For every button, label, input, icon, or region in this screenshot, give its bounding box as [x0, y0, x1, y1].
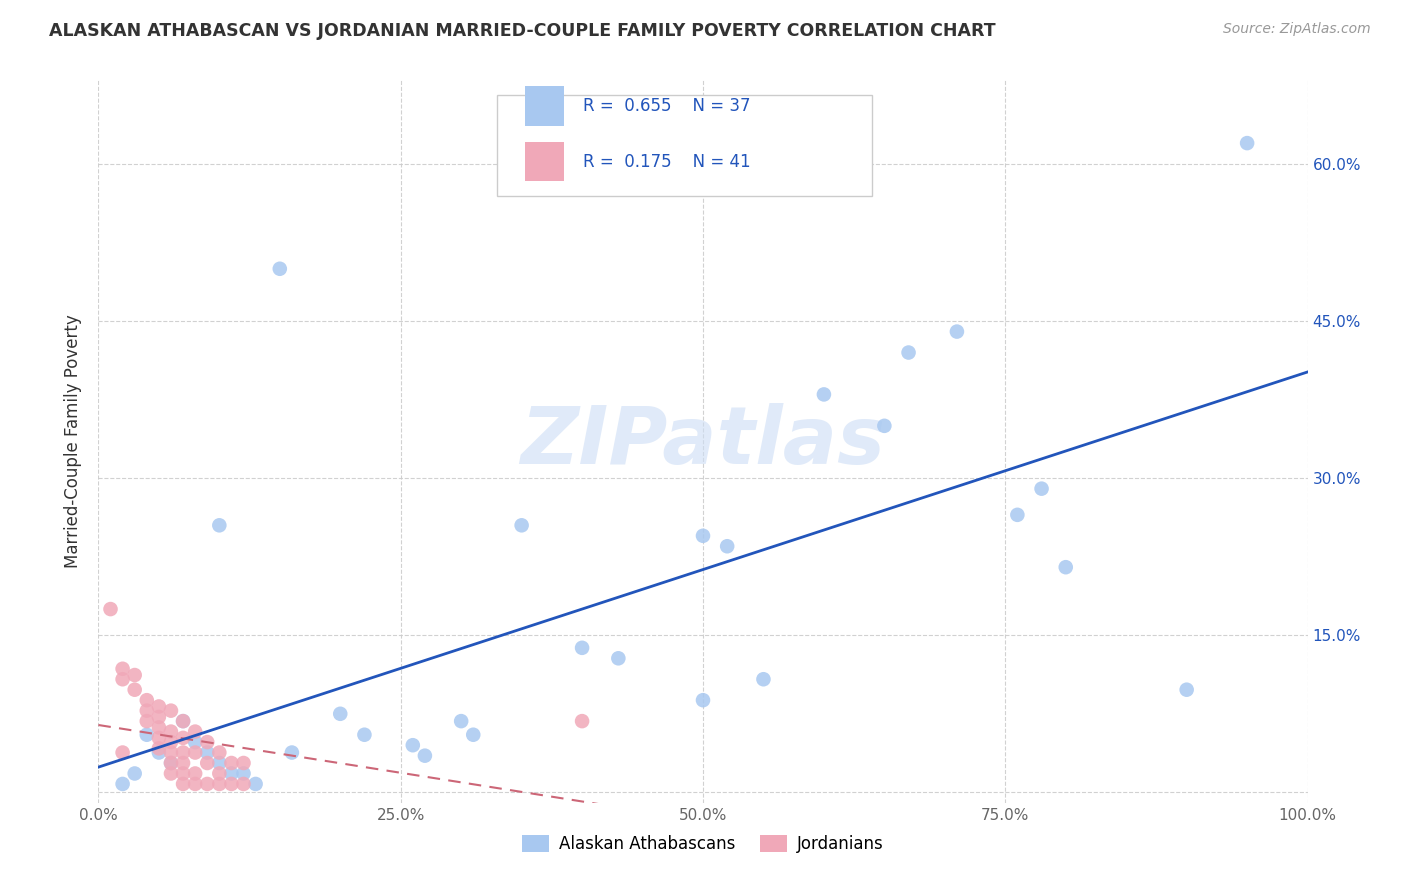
Point	[1054, 560, 1077, 574]
Point	[269, 261, 291, 276]
Point	[135, 728, 157, 742]
Point	[135, 693, 157, 707]
Point	[184, 766, 207, 780]
Point	[160, 724, 183, 739]
Point	[100, 602, 122, 616]
Point	[172, 714, 194, 728]
Point	[160, 746, 183, 760]
Point	[160, 735, 183, 749]
Point	[221, 756, 243, 770]
Point	[208, 518, 231, 533]
Point	[124, 766, 146, 780]
Point	[160, 766, 183, 780]
Point	[148, 731, 170, 745]
Point	[111, 746, 134, 760]
Point	[148, 710, 170, 724]
Point	[402, 738, 425, 752]
Point	[946, 325, 969, 339]
Point	[232, 766, 254, 780]
Point	[232, 777, 254, 791]
Point	[184, 746, 207, 760]
Point	[160, 704, 183, 718]
Point	[245, 777, 267, 791]
Point	[329, 706, 352, 721]
Point	[148, 699, 170, 714]
Point	[281, 746, 304, 760]
Point	[195, 735, 218, 749]
Point	[160, 756, 183, 770]
Point	[1236, 136, 1258, 150]
Point	[221, 766, 243, 780]
Text: ALASKAN ATHABASCAN VS JORDANIAN MARRIED-COUPLE FAMILY POVERTY CORRELATION CHART: ALASKAN ATHABASCAN VS JORDANIAN MARRIED-…	[49, 22, 995, 40]
Point	[607, 651, 630, 665]
Point	[873, 418, 896, 433]
Point	[195, 777, 218, 791]
Point	[813, 387, 835, 401]
Point	[172, 766, 194, 780]
Point	[752, 672, 775, 686]
FancyBboxPatch shape	[526, 86, 564, 126]
Point	[353, 728, 375, 742]
Y-axis label: Married-Couple Family Poverty: Married-Couple Family Poverty	[65, 315, 83, 568]
Point	[111, 777, 134, 791]
Point	[208, 777, 231, 791]
Point	[135, 704, 157, 718]
Point	[184, 777, 207, 791]
Point	[1007, 508, 1029, 522]
Point	[1031, 482, 1053, 496]
FancyBboxPatch shape	[526, 142, 564, 181]
Point	[208, 746, 231, 760]
Point	[897, 345, 920, 359]
Point	[148, 741, 170, 756]
Point	[450, 714, 472, 728]
Point	[124, 668, 146, 682]
Point	[135, 714, 157, 728]
Point	[221, 777, 243, 791]
Point	[172, 714, 194, 728]
Point	[510, 518, 533, 533]
Point	[692, 693, 714, 707]
Point	[184, 735, 207, 749]
Legend: Alaskan Athabascans, Jordanians: Alaskan Athabascans, Jordanians	[516, 828, 890, 860]
Point	[692, 529, 714, 543]
Point	[172, 756, 194, 770]
Point	[111, 672, 134, 686]
Point	[463, 728, 485, 742]
Point	[571, 714, 593, 728]
Point	[172, 731, 194, 745]
Point	[232, 756, 254, 770]
Point	[208, 756, 231, 770]
Point	[160, 756, 183, 770]
Point	[208, 766, 231, 780]
Text: R =  0.175    N = 41: R = 0.175 N = 41	[583, 153, 751, 170]
Text: ZIPatlas: ZIPatlas	[520, 402, 886, 481]
Point	[172, 777, 194, 791]
Text: Source: ZipAtlas.com: Source: ZipAtlas.com	[1223, 22, 1371, 37]
Point	[1175, 682, 1198, 697]
Point	[413, 748, 436, 763]
Point	[716, 539, 738, 553]
Point	[195, 756, 218, 770]
Point	[195, 746, 218, 760]
Point	[172, 746, 194, 760]
Point	[148, 746, 170, 760]
Point	[184, 724, 207, 739]
Point	[124, 682, 146, 697]
Point	[571, 640, 593, 655]
FancyBboxPatch shape	[498, 95, 872, 196]
Point	[111, 662, 134, 676]
Text: R =  0.655    N = 37: R = 0.655 N = 37	[583, 97, 751, 115]
Point	[148, 720, 170, 734]
